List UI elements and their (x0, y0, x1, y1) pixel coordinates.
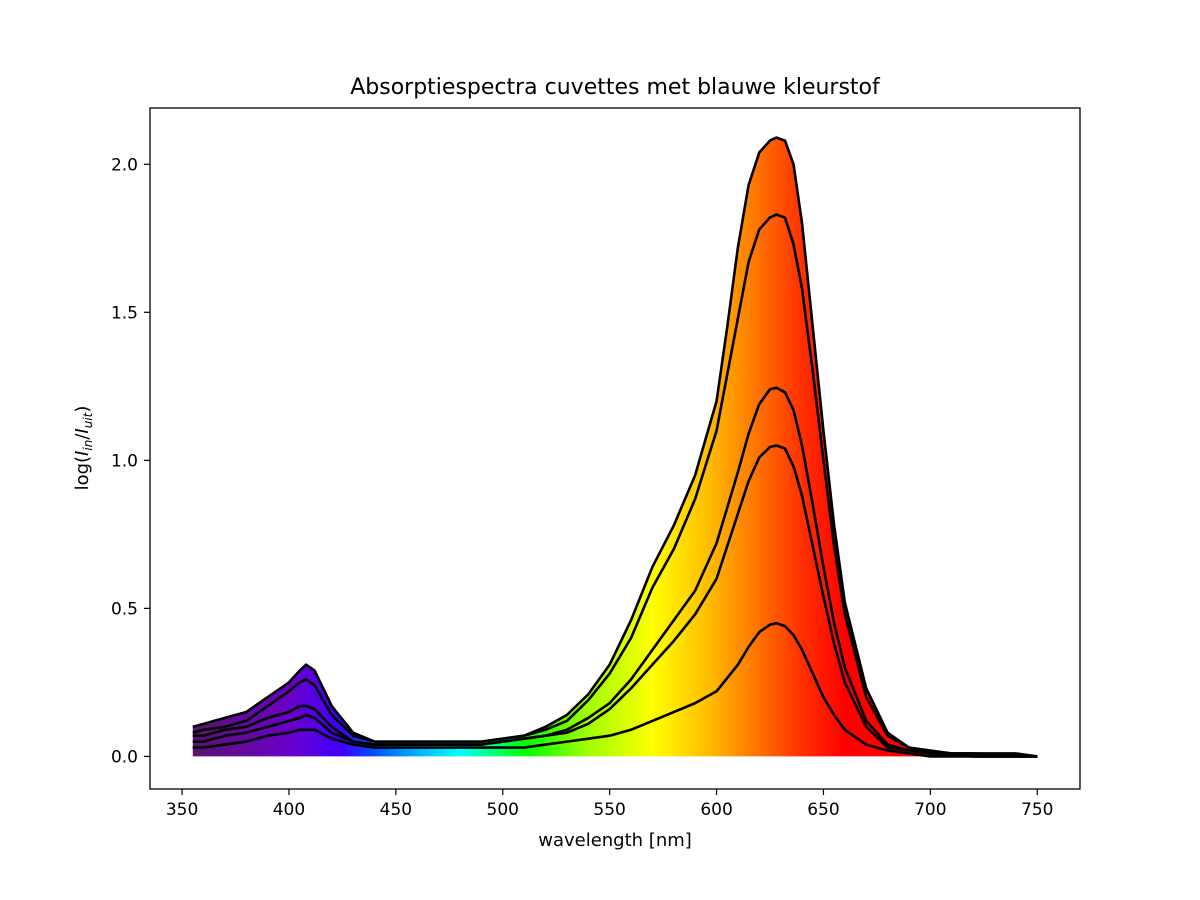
y-axis: 0.0 0.5 1.0 1.5 2.0 (111, 155, 150, 767)
y-tick-label: 1.5 (111, 303, 138, 323)
x-tick-label: 650 (807, 800, 839, 820)
axes-frame (149, 107, 1081, 790)
series-line-5 (192, 621, 1038, 758)
series-line-3 (192, 386, 1038, 758)
x-axis: 350 400 450 500 550 600 650 700 750 (166, 789, 1053, 820)
spectrum-fill (192, 137, 1038, 757)
y-tick-label: 0.5 (111, 599, 138, 619)
x-tick-label: 550 (593, 800, 625, 820)
x-tick-label: 750 (1021, 800, 1053, 820)
series-line-1 (192, 136, 1038, 758)
x-tick-label: 700 (914, 800, 946, 820)
chart-title: Absorptiespectra cuvettes met blauwe kle… (350, 75, 881, 100)
x-axis-label: wavelength [nm] (538, 830, 692, 851)
y-tick-label: 2.0 (111, 155, 138, 175)
x-tick-label: 350 (166, 800, 198, 820)
x-tick-label: 500 (487, 800, 519, 820)
y-tick-label: 1.0 (111, 451, 138, 471)
x-tick-label: 450 (380, 800, 412, 820)
x-tick-label: 400 (273, 800, 305, 820)
y-axis-label: log(Iin/Iuit) (72, 406, 95, 491)
x-tick-label: 600 (700, 800, 732, 820)
series-line-2 (192, 213, 1038, 758)
y-tick-label: 0.0 (111, 747, 138, 767)
series-line-4 (192, 444, 1038, 758)
